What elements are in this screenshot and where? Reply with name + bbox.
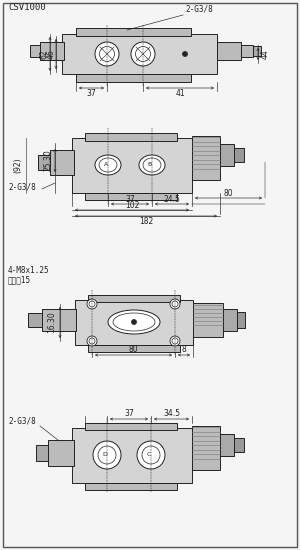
Circle shape [170,336,180,346]
Text: 24.5: 24.5 [164,195,180,204]
Bar [220,434,234,456]
Text: D: D [103,452,107,456]
Bar [85,483,177,490]
Bar [75,300,193,345]
Bar [237,312,245,328]
Bar [193,303,223,337]
Bar [88,295,180,302]
Bar [76,74,191,82]
Text: C: C [147,452,151,456]
Bar [234,438,244,452]
Circle shape [137,441,165,469]
Bar [220,144,234,166]
Text: 41: 41 [175,90,185,98]
Bar [62,34,217,74]
Bar [241,45,253,57]
Text: ネジ深15: ネジ深15 [8,275,31,284]
Bar [72,138,192,193]
Text: 182: 182 [139,217,153,226]
Circle shape [87,299,97,309]
Circle shape [95,42,119,66]
Bar [192,426,220,470]
Circle shape [87,336,97,346]
Ellipse shape [139,155,165,175]
Bar [72,428,192,483]
Text: 37: 37 [124,410,134,419]
Bar [38,155,50,170]
Bar [42,309,76,331]
Bar [88,345,180,352]
Text: 2-G3/8: 2-G3/8 [185,5,213,14]
Circle shape [93,441,121,469]
Circle shape [131,320,136,324]
Bar [30,45,40,57]
Circle shape [170,299,180,309]
Text: 37: 37 [125,195,135,204]
Circle shape [182,52,188,57]
Bar [217,42,241,60]
Text: 102: 102 [125,201,139,210]
Text: 44: 44 [260,49,269,59]
Bar [76,28,191,36]
Text: 80: 80 [223,189,233,197]
Text: 16.30: 16.30 [47,312,56,333]
Bar [85,423,177,430]
Bar [85,133,177,141]
Bar [28,313,42,327]
Text: 25.30: 25.30 [44,150,52,172]
Text: 4-M8x1.25: 4-M8x1.25 [8,266,50,275]
Text: A: A [104,162,108,167]
Text: (92): (92) [14,157,22,173]
Ellipse shape [108,310,160,334]
Text: 80: 80 [129,345,138,355]
Text: 37: 37 [87,90,96,98]
Text: 2-G3/8: 2-G3/8 [8,416,36,425]
Bar [192,136,220,180]
Bar [253,46,261,56]
Bar [40,42,64,60]
Text: 62: 62 [40,49,49,59]
Text: B: B [148,162,152,167]
Text: CSV1000: CSV1000 [8,3,46,12]
Bar [234,148,244,162]
Bar [50,150,74,175]
Bar [36,445,48,461]
Text: 8: 8 [182,345,186,355]
Circle shape [131,42,155,66]
Text: 2-G3/8: 2-G3/8 [8,183,36,192]
Ellipse shape [95,155,121,175]
Text: 34.5: 34.5 [163,410,180,419]
Text: 46: 46 [46,49,56,59]
Bar [48,440,74,466]
Bar [223,309,237,331]
Bar [85,193,177,200]
